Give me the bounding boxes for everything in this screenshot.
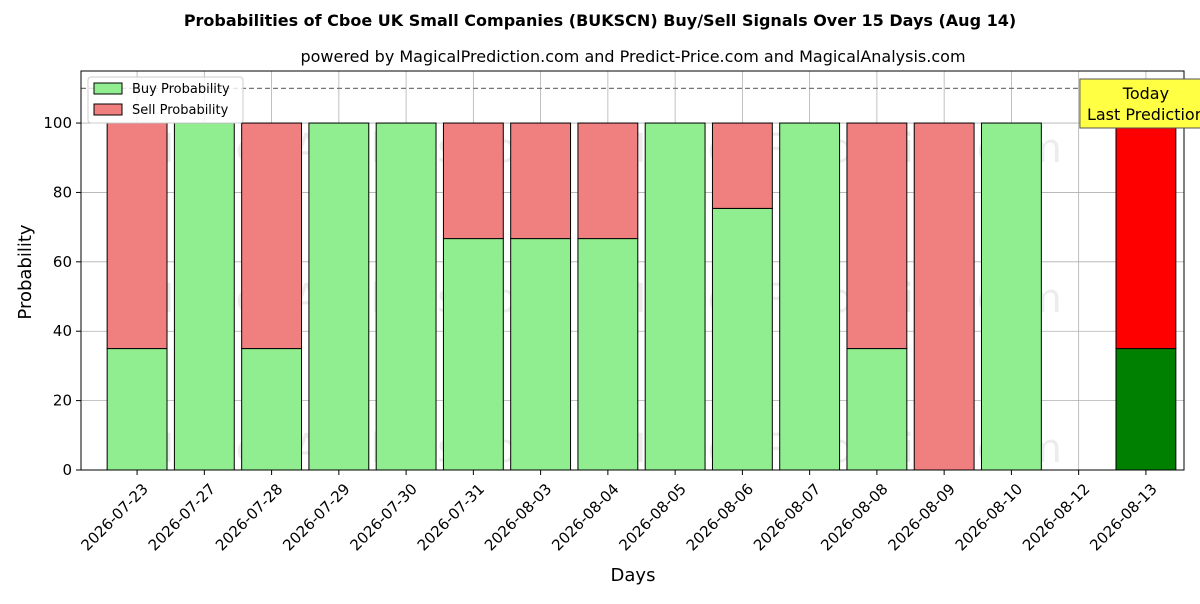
sell-bar — [1115, 122, 1177, 350]
y-tick-label: 60 — [53, 253, 72, 271]
axes-frame — [80, 70, 1185, 471]
sell-bar — [913, 122, 975, 471]
x-tick-label: 2026-08-04 — [548, 480, 622, 554]
x-tick-label: 2026-07-27 — [145, 480, 219, 554]
x-axis-label: Days — [611, 565, 656, 586]
chart-title: Probabilities of Cboe UK Small Companies… — [184, 11, 1016, 30]
buy-bar — [846, 348, 908, 471]
chart-subtitle: powered by MagicalPrediction.com and Pre… — [300, 47, 965, 66]
annotation-line-1: Today — [1122, 84, 1169, 103]
x-tick-label: 2026-08-03 — [481, 480, 555, 554]
x-tick-label: 2026-07-30 — [346, 480, 420, 554]
legend-label: Sell Probability — [132, 103, 229, 118]
today-annotation: Today Last Prediction — [1079, 78, 1200, 129]
buy-bar — [106, 348, 168, 471]
x-tick-label: 2026-08-06 — [683, 480, 757, 554]
buy-bar — [711, 207, 773, 471]
x-tick-label: 2026-08-08 — [817, 480, 891, 554]
buy-bar — [577, 238, 639, 471]
y-tick-label: 100 — [43, 114, 72, 132]
x-tick-label: 2026-08-12 — [1019, 480, 1093, 554]
annotation-box — [1079, 78, 1200, 129]
buy-bar — [241, 348, 303, 471]
bar-layer — [106, 122, 1177, 471]
x-tick-label: 2026-07-23 — [77, 480, 151, 554]
buy-bar — [779, 122, 841, 471]
x-tick-label: 2026-08-09 — [885, 480, 959, 554]
y-axis-ticks: 0 20 40 60 80 100 — [43, 114, 81, 479]
x-tick-label: 2026-08-07 — [750, 480, 824, 554]
buy-bar — [308, 122, 370, 471]
buy-bar — [510, 238, 572, 471]
x-axis-ticks: 2026-07-232026-07-272026-07-282026-07-29… — [77, 470, 1161, 554]
buy-bar — [375, 122, 437, 471]
sell-bar — [510, 122, 572, 240]
buy-bar — [1115, 348, 1177, 471]
sell-bar — [442, 122, 504, 240]
x-tick-label: 2026-08-13 — [1086, 480, 1160, 554]
y-tick-label: 80 — [53, 183, 72, 201]
sell-bar — [846, 122, 908, 350]
legend: Buy Probability Sell Probability — [87, 76, 244, 124]
legend-box — [87, 76, 244, 124]
sell-bar — [106, 122, 168, 350]
sell-bar — [711, 122, 773, 209]
y-axis-label: Probability — [15, 224, 36, 319]
y-tick-label: 0 — [62, 461, 72, 479]
x-tick-label: 2026-07-28 — [212, 480, 286, 554]
x-tick-label: 2026-08-10 — [952, 480, 1026, 554]
buy-bar — [644, 122, 706, 471]
y-tick-label: 40 — [53, 322, 72, 340]
y-tick-label: 20 — [53, 392, 72, 410]
buy-bar — [173, 122, 235, 471]
legend-swatch — [93, 82, 123, 95]
sell-bar — [577, 122, 639, 240]
buy-bar — [442, 238, 504, 471]
sell-bar — [241, 122, 303, 350]
legend-swatch — [93, 103, 123, 116]
x-tick-label: 2026-07-29 — [279, 480, 353, 554]
annotation-line-2: Last Prediction — [1087, 105, 1200, 124]
x-tick-label: 2026-08-05 — [615, 480, 689, 554]
buy-bar — [980, 122, 1042, 471]
legend-label: Buy Probability — [132, 82, 230, 97]
x-tick-label: 2026-07-31 — [414, 480, 488, 554]
